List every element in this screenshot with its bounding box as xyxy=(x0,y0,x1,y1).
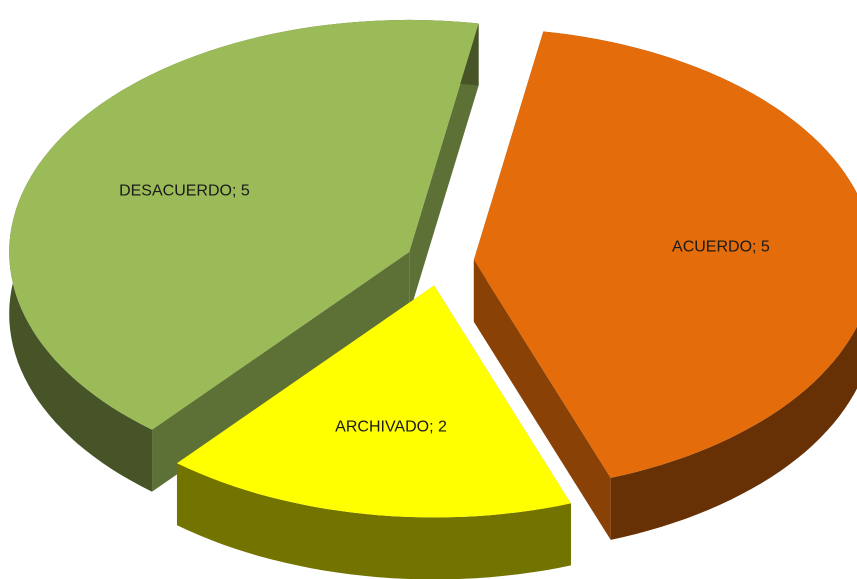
data-label: ARCHIVADO; 2 xyxy=(335,418,447,435)
data-label: ACUERDO; 5 xyxy=(672,239,770,256)
slice-side xyxy=(409,23,479,314)
slice xyxy=(9,19,479,430)
slice xyxy=(177,285,571,518)
data-label: DESACUERDO; 5 xyxy=(119,182,250,199)
slice-side xyxy=(473,259,611,540)
slice-side xyxy=(177,463,571,579)
slice-side xyxy=(152,251,410,492)
slice xyxy=(473,31,857,478)
